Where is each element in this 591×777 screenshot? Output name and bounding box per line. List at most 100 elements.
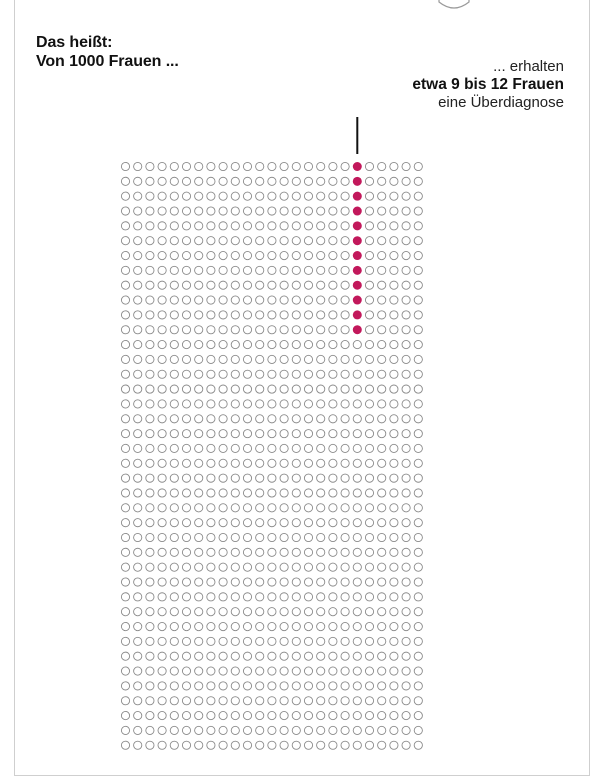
woman-dot bbox=[194, 503, 204, 513]
woman-dot bbox=[267, 295, 277, 305]
woman-dot bbox=[194, 176, 204, 186]
woman-dot bbox=[194, 265, 204, 275]
woman-dot bbox=[145, 621, 155, 632]
woman-dot bbox=[242, 206, 253, 216]
woman-dot bbox=[181, 666, 192, 676]
woman-dot bbox=[181, 651, 192, 661]
woman-dot bbox=[230, 325, 240, 335]
woman-dot bbox=[181, 711, 192, 721]
woman-dot bbox=[218, 607, 228, 617]
woman-dot bbox=[169, 681, 179, 691]
woman-dot bbox=[255, 191, 265, 201]
woman-dot bbox=[291, 651, 301, 661]
woman-dot bbox=[120, 250, 131, 261]
woman-dot bbox=[194, 310, 204, 320]
woman-dot bbox=[364, 369, 375, 379]
woman-dot bbox=[206, 191, 216, 201]
woman-dot bbox=[303, 429, 314, 439]
woman-dot bbox=[316, 518, 326, 528]
woman-dot bbox=[389, 518, 399, 528]
woman-dot bbox=[291, 429, 301, 439]
woman-dot bbox=[328, 384, 338, 394]
woman-dot bbox=[133, 206, 143, 216]
woman-dot bbox=[340, 636, 350, 646]
woman-dot bbox=[242, 488, 253, 498]
woman-dot bbox=[242, 503, 253, 513]
woman-dot bbox=[291, 310, 301, 320]
woman-dot bbox=[218, 429, 228, 439]
woman-dot bbox=[267, 547, 277, 557]
woman-dot bbox=[181, 592, 192, 602]
woman-dot bbox=[413, 636, 423, 646]
woman-dot bbox=[352, 399, 362, 409]
woman-dot bbox=[291, 562, 301, 572]
woman-dot bbox=[389, 562, 399, 572]
woman-dot bbox=[230, 532, 240, 543]
woman-dot bbox=[157, 221, 167, 231]
woman-dot bbox=[120, 696, 131, 706]
woman-dot bbox=[255, 206, 265, 216]
woman-dot bbox=[389, 636, 399, 646]
woman-dot bbox=[206, 473, 216, 483]
woman-dot bbox=[120, 280, 131, 290]
woman-dot bbox=[377, 310, 387, 320]
woman-dot bbox=[328, 325, 338, 335]
woman-dot bbox=[194, 414, 204, 424]
woman-dot bbox=[340, 414, 350, 424]
woman-dot bbox=[377, 740, 387, 750]
woman-dot bbox=[352, 473, 362, 483]
woman-dot bbox=[218, 206, 228, 216]
woman-dot bbox=[194, 681, 204, 691]
woman-dot bbox=[413, 206, 423, 216]
woman-dot bbox=[303, 280, 314, 290]
woman-dot bbox=[352, 621, 362, 632]
woman-dot bbox=[303, 488, 314, 498]
woman-dot bbox=[169, 503, 179, 513]
woman-dot bbox=[340, 740, 350, 750]
woman-dot bbox=[389, 340, 399, 350]
woman-dot bbox=[364, 429, 375, 439]
woman-dot bbox=[413, 696, 423, 706]
woman-dot bbox=[328, 562, 338, 572]
woman-dot bbox=[267, 236, 277, 246]
highlighted-woman-dot bbox=[352, 236, 362, 246]
woman-dot bbox=[206, 711, 216, 721]
woman-dot bbox=[218, 651, 228, 661]
woman-dot bbox=[230, 562, 240, 572]
woman-dot bbox=[267, 473, 277, 483]
woman-dot bbox=[316, 607, 326, 617]
woman-dot bbox=[206, 384, 216, 394]
woman-dot bbox=[413, 265, 423, 275]
woman-dot bbox=[352, 547, 362, 557]
woman-dot bbox=[133, 443, 143, 454]
woman-dot bbox=[303, 325, 314, 335]
woman-dot bbox=[340, 206, 350, 216]
woman-dot bbox=[303, 696, 314, 706]
woman-dot bbox=[120, 547, 131, 557]
woman-dot bbox=[413, 414, 423, 424]
woman-dot bbox=[120, 325, 131, 335]
woman-dot bbox=[181, 503, 192, 513]
woman-dot bbox=[120, 562, 131, 572]
woman-dot bbox=[413, 369, 423, 379]
woman-dot bbox=[120, 161, 131, 172]
woman-dot bbox=[133, 295, 143, 305]
woman-dot bbox=[340, 592, 350, 602]
woman-dot bbox=[364, 711, 375, 721]
woman-dot bbox=[413, 191, 423, 201]
woman-dot bbox=[303, 295, 314, 305]
woman-dot bbox=[352, 577, 362, 587]
woman-dot bbox=[230, 161, 240, 172]
woman-dot bbox=[181, 384, 192, 394]
woman-dot bbox=[340, 577, 350, 587]
woman-dot bbox=[340, 503, 350, 513]
woman-dot bbox=[364, 236, 375, 246]
woman-dot bbox=[267, 340, 277, 350]
woman-dot bbox=[218, 236, 228, 246]
woman-dot bbox=[145, 236, 155, 246]
heading-line-2: Von 1000 Frauen ... bbox=[36, 53, 179, 70]
woman-dot bbox=[267, 280, 277, 290]
woman-dot bbox=[206, 532, 216, 543]
woman-dot bbox=[377, 473, 387, 483]
woman-dot bbox=[218, 621, 228, 632]
